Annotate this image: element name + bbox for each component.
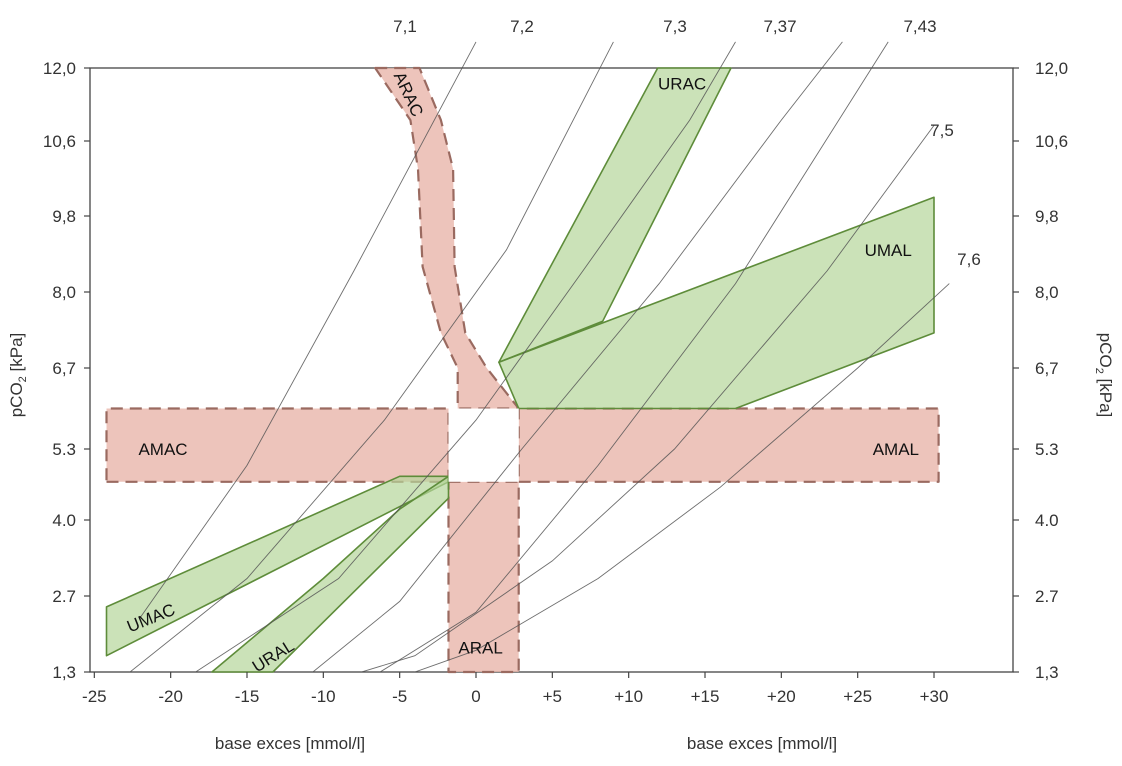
x-axis-label-right: base exces [mmol/l] xyxy=(687,734,837,753)
ph-label-4: 7,37 xyxy=(763,17,796,36)
y-axis-label-right: pCO2 [kPa] xyxy=(1093,333,1115,418)
y-tick-label-left: 4.0 xyxy=(52,511,76,530)
x-tick-label: +15 xyxy=(691,687,720,706)
ph-isoline-5 xyxy=(379,41,889,672)
ph-isoline-7 xyxy=(413,283,950,672)
zone-label-umal: UMAL xyxy=(865,241,912,260)
acute-zones xyxy=(105,66,940,674)
zone-label-amal: AMAL xyxy=(873,440,919,459)
x-tick-label: -20 xyxy=(158,687,183,706)
ph-label-7: 7,6 xyxy=(957,250,981,269)
y-tick-label-left: 12,0 xyxy=(43,59,76,78)
y-tick-label-right: 1,3 xyxy=(1035,663,1059,682)
y-tick-label-right: 12,0 xyxy=(1035,59,1068,78)
y-tick-label-right: 2.7 xyxy=(1035,587,1059,606)
y-tick-label-right: 9,8 xyxy=(1035,207,1059,226)
x-tick-label: +30 xyxy=(920,687,949,706)
x-tick-label: 0 xyxy=(471,687,480,706)
y-tick-label-left: 2.7 xyxy=(52,587,76,606)
x-tick-label: -15 xyxy=(235,687,260,706)
ph-isoline-6 xyxy=(359,125,935,672)
ph-label-6: 7,5 xyxy=(930,121,954,140)
x-tick-label: +25 xyxy=(843,687,872,706)
x-axis-label-left: base exces [mmol/l] xyxy=(215,734,365,753)
ph-isoline-4 xyxy=(312,41,843,672)
y-tick-label-right: 6,7 xyxy=(1035,359,1059,378)
ph-isoline-1 xyxy=(139,41,477,618)
ph-label-3: 7,3 xyxy=(663,17,687,36)
zone-label-urac: URAC xyxy=(658,75,706,94)
x-tick-label: -5 xyxy=(392,687,407,706)
ph-isoline-3 xyxy=(194,41,736,672)
zone-label-amac: AMAC xyxy=(138,440,187,459)
ph-isoline-2 xyxy=(129,41,614,672)
chronic-zones xyxy=(105,67,935,673)
y-tick-label-left: 9,8 xyxy=(52,207,76,226)
y-tick-label-left: 5.3 xyxy=(52,440,76,459)
y-tick-label-left: 10,6 xyxy=(43,132,76,151)
ph-label-1: 7,1 xyxy=(393,17,417,36)
ph-label-2: 7,2 xyxy=(510,17,534,36)
y-tick-label-right: 10,6 xyxy=(1035,132,1068,151)
y-tick-label-left: 1,3 xyxy=(52,663,76,682)
y-axis-label-left: pCO2 [kPa] xyxy=(7,333,29,418)
zone-urac xyxy=(498,67,732,364)
x-tick-label: -10 xyxy=(311,687,336,706)
y-tick-label-right: 5.3 xyxy=(1035,440,1059,459)
x-tick-label: +5 xyxy=(543,687,562,706)
normal-range-box xyxy=(448,408,519,482)
x-tick-label: +10 xyxy=(614,687,643,706)
zone-amac xyxy=(105,407,450,483)
axes: -25 -20 -15 -10 -5 0 +5 +10 +15 +20 +25 +30 1,3 1,3 2.… xyxy=(43,59,1068,706)
ph-label-5: 7,43 xyxy=(903,17,936,36)
y-tick-label-right: 4.0 xyxy=(1035,511,1059,530)
x-tick-label: +20 xyxy=(767,687,796,706)
y-tick-label-left: 8,0 xyxy=(52,283,76,302)
y-tick-label-left: 6,7 xyxy=(52,359,76,378)
y-tick-label-right: 8,0 xyxy=(1035,283,1059,302)
x-tick-label: -25 xyxy=(82,687,107,706)
zone-label-aral: ARAL xyxy=(458,639,502,658)
ph-isolines: 7,1 7,2 7,3 7,37 7,43 7,5 7,6 xyxy=(129,17,981,672)
